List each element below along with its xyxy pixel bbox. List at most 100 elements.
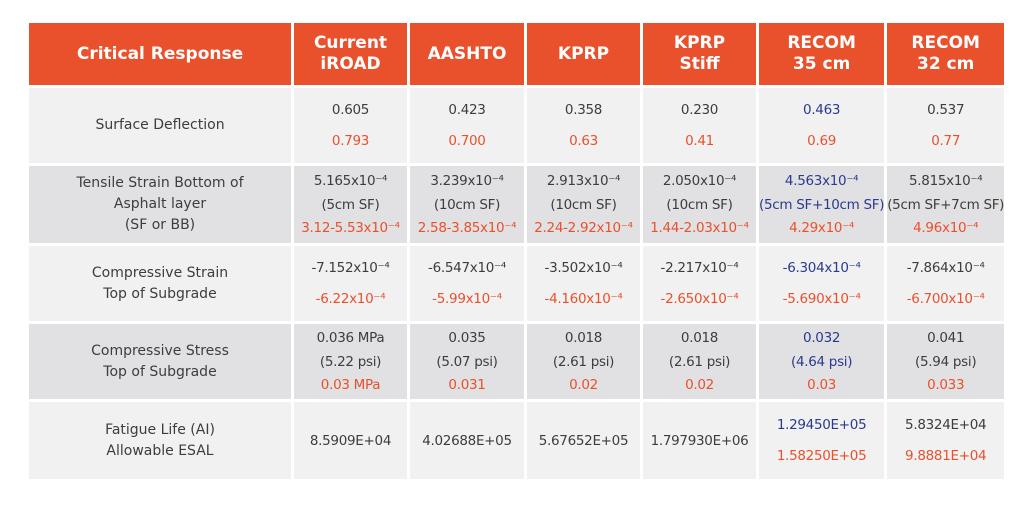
cell-content: 4.02688E+05 xyxy=(410,402,524,479)
data-cell: 5.165x10⁻⁴ (5cm SF) 3.12-5.53x10⁻⁴ xyxy=(294,166,407,243)
cell-text: 1.797930E+06 xyxy=(650,432,749,449)
header-cell: Current iROAD xyxy=(294,23,407,85)
data-cell: 0.358 0.63 xyxy=(527,88,640,163)
header-text: Critical Response xyxy=(76,43,244,64)
cell-text: -6.547x10⁻⁴ xyxy=(428,260,506,276)
row-label: Fatigue Life (AI) Allowable ESAL xyxy=(29,402,291,479)
cell-text: (5cm SF+7cm SF) xyxy=(887,196,1005,213)
cell-text: (5cm SF) xyxy=(321,196,380,213)
cell-content: 5.815x10⁻⁴ (5cm SF+7cm SF) 4.96x10⁻⁴ xyxy=(887,166,1004,243)
cell-text: -5.690x10⁻⁴ xyxy=(782,291,861,307)
header-text: Stiff xyxy=(679,54,720,74)
cell-text: 0.018 xyxy=(680,330,719,347)
cell-text: -6.304x10⁻⁴ xyxy=(782,260,861,276)
header-row: Critical Response Current iROAD AASHTO KPRP K… xyxy=(29,23,1005,85)
table: Critical Response Current iROAD AASHTO KPRP K… xyxy=(26,20,1007,482)
cell-text: (10cm SF) xyxy=(666,196,733,213)
cell-text: (10cm SF) xyxy=(433,196,501,213)
data-cell: -6.304x10⁻⁴ -5.690x10⁻⁴ xyxy=(759,246,885,321)
cell-text: 0.41 xyxy=(685,133,714,149)
label-text: Allowable ESAL xyxy=(106,442,214,459)
label-text: Top of Subgrade xyxy=(103,285,217,302)
data-cell: 4.02688E+05 xyxy=(410,402,524,479)
cell-text: 0.463 xyxy=(803,102,841,118)
data-cell: 2.050x10⁻⁴ (10cm SF) 1.44-2.03x10⁻⁴ xyxy=(643,166,756,243)
data-cell: 0.463 0.69 xyxy=(759,88,885,163)
table-wrap: Critical Response Current iROAD AASHTO KPRP K… xyxy=(26,20,1007,482)
cell-content: 1.29450E+05 1.58250E+05 xyxy=(759,402,884,479)
cell-text: (2.61 psi) xyxy=(668,353,731,370)
header-text: AASHTO xyxy=(427,43,507,64)
cell-text: 1.58250E+05 xyxy=(776,448,867,465)
label-text: Fatigue Life (AI) xyxy=(105,421,215,438)
header-cell: RECOM 35 cm xyxy=(759,23,885,85)
data-cell: 5.8324E+04 9.8881E+04 xyxy=(887,402,1005,479)
table-row: Tensile Strain Bottom of Asphalt layer (SF… xyxy=(29,166,1004,243)
cell-content: 4.563x10⁻⁴ (5cm SF+10cm SF) 4.29x10⁻⁴ xyxy=(759,166,885,243)
cell-content: -6.304x10⁻⁴ -5.690x10⁻⁴ xyxy=(759,246,884,321)
cell-text: (2.61 psi) xyxy=(552,353,615,370)
data-cell: 0.605 0.793 xyxy=(294,88,407,163)
cell-content: -3.502x10⁻⁴ -4.160x10⁻⁴ xyxy=(527,246,640,321)
cell-content: 2.050x10⁻⁴ (10cm SF) 1.44-2.03x10⁻⁴ xyxy=(643,166,756,243)
cell-text: (4.64 psi) xyxy=(790,353,853,370)
cell-text: 0.63 xyxy=(569,133,598,149)
cell-text: 0.036 MPa xyxy=(316,330,385,347)
cell-text: 0.033 xyxy=(927,376,965,393)
cell-text: 2.050x10⁻⁴ xyxy=(662,172,737,189)
cell-text: 0.03 xyxy=(807,376,837,393)
cell-text: 9.8881E+04 xyxy=(905,448,987,465)
cell-text: 4.563x10⁻⁴ xyxy=(784,172,859,189)
data-cell: 0.035 (5.07 psi) 0.031 xyxy=(410,324,524,399)
cell-text: (5cm SF+10cm SF) xyxy=(759,196,885,213)
table-row: Compressive Strain Top of Subgrade -7.152x… xyxy=(29,246,1005,321)
cell-content: 8.5909E+04 xyxy=(294,402,407,479)
cell-text: -4.160x10⁻⁴ xyxy=(544,291,623,307)
data-cell: 1.797930E+06 xyxy=(643,402,756,479)
data-cell: 2.913x10⁻⁴ (10cm SF) 2.24-2.92x10⁻⁴ xyxy=(527,166,640,243)
cell-text: 0.032 xyxy=(803,330,841,347)
cell-text: 0.041 xyxy=(927,330,965,347)
cell-content: 0.423 0.700 xyxy=(410,88,524,163)
cell-text: 5.67652E+05 xyxy=(538,432,629,449)
cell-content: -6.547x10⁻⁴ -5.99x10⁻⁴ xyxy=(410,246,524,321)
cell-text: 5.815x10⁻⁴ xyxy=(909,172,983,189)
data-cell: 0.230 0.41 xyxy=(643,88,756,163)
header-text: 35 cm xyxy=(792,54,851,74)
label-text: Compressive Strain xyxy=(91,264,229,281)
header-text: iROAD xyxy=(320,54,381,74)
cell-text: -3.502x10⁻⁴ xyxy=(544,260,623,276)
cell-text: -5.99x10⁻⁴ xyxy=(432,291,502,307)
header-cell: AASHTO xyxy=(410,23,524,85)
table-row: Fatigue Life (AI) Allowable ESAL 8.5909E+0… xyxy=(29,402,1005,479)
data-cell: -6.547x10⁻⁴ -5.99x10⁻⁴ xyxy=(410,246,524,321)
cell-text: (5.07 psi) xyxy=(436,353,498,370)
data-cell: 0.018 (2.61 psi) 0.02 xyxy=(643,324,756,399)
cell-text: 4.29x10⁻⁴ xyxy=(789,220,855,237)
data-cell: 3.239x10⁻⁴ (10cm SF) 2.58-3.85x10⁻⁴ xyxy=(410,166,524,243)
header-text: KPRP xyxy=(557,43,610,64)
data-cell: 4.563x10⁻⁴ (5cm SF+10cm SF) 4.29x10⁻⁴ xyxy=(759,166,885,243)
cell-content: 0.463 0.69 xyxy=(759,88,884,163)
header-text: KPRP xyxy=(673,33,726,53)
label-text: Surface Deflection xyxy=(95,117,225,133)
data-cell: 0.041 (5.94 psi) 0.033 xyxy=(887,324,1005,399)
cell-content: 0.018 (2.61 psi) 0.02 xyxy=(527,324,640,399)
cell-content: -2.217x10⁻⁴ -2.650x10⁻⁴ xyxy=(643,246,756,321)
cell-content: -7.864x10⁻⁴ -6.700x10⁻⁴ xyxy=(887,246,1004,321)
header-text: RECOM xyxy=(911,33,980,53)
cell-content: 0.605 0.793 xyxy=(294,88,407,163)
cell-content: 0.035 (5.07 psi) 0.031 xyxy=(410,324,524,399)
cell-text: 0.230 xyxy=(680,102,719,118)
table-row: Surface Deflection 0.605 0.793 0.423 0.700 0.… xyxy=(29,88,1005,163)
data-cell: -7.864x10⁻⁴ -6.700x10⁻⁴ xyxy=(887,246,1005,321)
cell-content: 0.041 (5.94 psi) 0.033 xyxy=(887,324,1004,399)
cell-content: 0.230 0.41 xyxy=(643,88,756,163)
cell-content: 5.165x10⁻⁴ (5cm SF) 3.12-5.53x10⁻⁴ xyxy=(294,166,407,243)
cell-text: 4.96x10⁻⁴ xyxy=(913,220,979,237)
data-cell: 0.018 (2.61 psi) 0.02 xyxy=(527,324,640,399)
data-cell: -7.152x10⁻⁴ -6.22x10⁻⁴ xyxy=(294,246,407,321)
data-cell: -2.217x10⁻⁴ -2.650x10⁻⁴ xyxy=(643,246,756,321)
cell-text: 8.5909E+04 xyxy=(309,432,392,449)
cell-text: 0.031 xyxy=(448,376,486,393)
